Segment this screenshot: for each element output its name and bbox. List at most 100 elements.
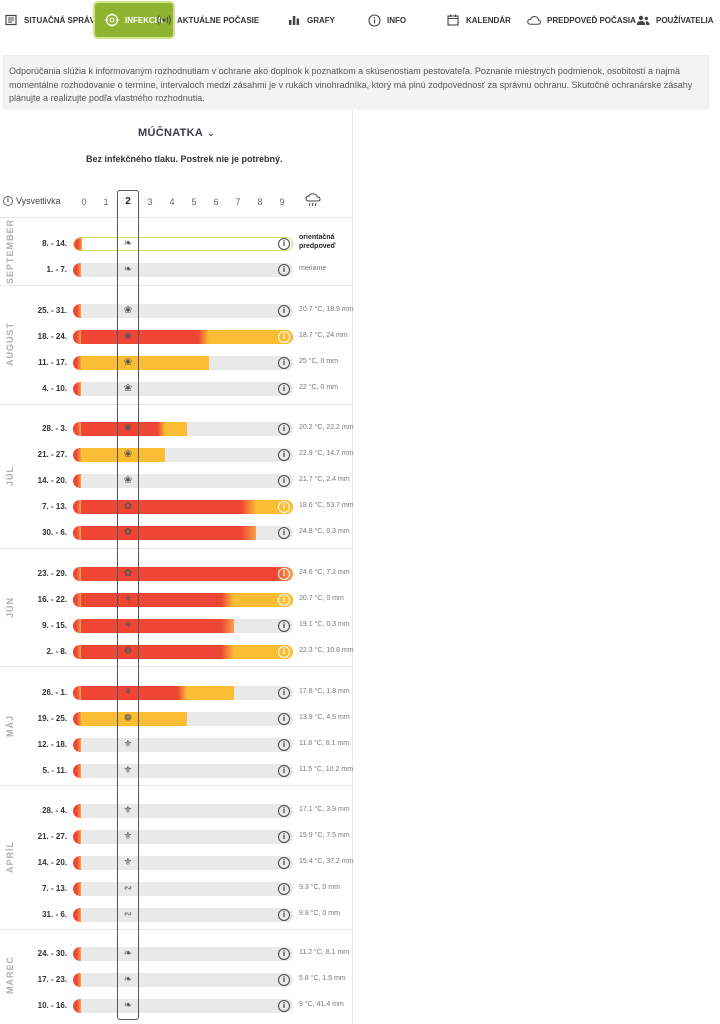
- infection-bar[interactable]: [73, 830, 293, 844]
- legend-label[interactable]: Vysvetlivka: [16, 196, 61, 206]
- nav-item-používatelia[interactable]: POUŽÍVATELIA: [636, 0, 713, 40]
- scale-level-8[interactable]: 8: [257, 197, 263, 207]
- infection-bar[interactable]: [73, 645, 293, 659]
- info-icon[interactable]: i: [278, 527, 290, 539]
- week-label: 7. - 13.: [42, 502, 67, 511]
- info-icon[interactable]: i: [278, 909, 290, 921]
- infection-bar[interactable]: [73, 856, 293, 870]
- infection-bar[interactable]: [73, 804, 293, 818]
- scale-level-7[interactable]: 7: [235, 197, 241, 207]
- info-icon[interactable]: i: [278, 805, 290, 817]
- scale-level-9[interactable]: 9: [279, 197, 285, 207]
- infection-bar[interactable]: [73, 474, 293, 488]
- nav-item-aktuálne-počasie[interactable]: AKTUÁLNE POČASIE: [157, 0, 259, 40]
- infection-bar[interactable]: [73, 712, 293, 726]
- scale-level-1[interactable]: 1: [103, 197, 109, 207]
- scale-level-0[interactable]: 0: [81, 197, 87, 207]
- shoot-icon: ⚘: [123, 687, 133, 698]
- info-icon[interactable]: i: [278, 264, 290, 276]
- nav-item-info[interactable]: INFO: [367, 0, 406, 40]
- infection-bar[interactable]: [73, 422, 293, 436]
- info-icon[interactable]: i: [278, 423, 290, 435]
- info-icon[interactable]: i: [278, 857, 290, 869]
- infection-bar[interactable]: [73, 500, 293, 514]
- disclaimer-notice: Odporúčania slúžia k informovaným rozhod…: [3, 55, 709, 109]
- nav-item-predpoveď-počasia[interactable]: PREDPOVEĎ POČASIA: [527, 0, 636, 40]
- info-icon[interactable]: i: [278, 383, 290, 395]
- infection-bar[interactable]: [73, 356, 293, 370]
- chevron-down-icon[interactable]: ⌄: [207, 128, 215, 138]
- infection-bar-cap: [73, 619, 81, 633]
- info-icon[interactable]: i: [278, 305, 290, 317]
- infection-bar[interactable]: [73, 999, 293, 1013]
- infection-bar[interactable]: [73, 330, 293, 344]
- info-icon[interactable]: i: [278, 475, 290, 487]
- info-icon[interactable]: i: [278, 620, 290, 632]
- grape-icon: ❀: [123, 357, 133, 368]
- infection-bar[interactable]: [73, 738, 293, 752]
- nav-item-kalendár[interactable]: KALENDÁR: [446, 0, 511, 40]
- infection-bar[interactable]: [73, 619, 293, 633]
- week-label: 12. - 18.: [37, 740, 67, 749]
- scale-level-5[interactable]: 5: [191, 197, 197, 207]
- info-icon[interactable]: i: [278, 1000, 290, 1012]
- info-icon[interactable]: i: [278, 883, 290, 895]
- info-icon[interactable]: i: [278, 594, 290, 606]
- infection-bar[interactable]: [73, 448, 293, 462]
- disease-name[interactable]: MÚČNATKA: [138, 127, 204, 139]
- infection-bar[interactable]: [73, 908, 293, 922]
- info-icon[interactable]: i: [278, 831, 290, 843]
- infection-bar[interactable]: [73, 764, 293, 778]
- week-label: 28. - 3.: [42, 424, 67, 433]
- nav-item-grafy[interactable]: GRAFY: [287, 0, 335, 40]
- infection-bar[interactable]: [73, 593, 293, 607]
- newspaper-icon: [4, 13, 18, 27]
- info-icon[interactable]: i: [278, 646, 290, 658]
- infection-bar[interactable]: [73, 567, 293, 581]
- week-row: 7. - 13. i ✿ 18.6 °C, 53.7 mm: [0, 500, 380, 514]
- info-icon[interactable]: i: [278, 501, 290, 513]
- infection-bar[interactable]: [73, 973, 293, 987]
- scale-level-3[interactable]: 3: [147, 197, 153, 207]
- info-icon[interactable]: i: [278, 974, 290, 986]
- nav-item-situačná-správa[interactable]: SITUAČNÁ SPRÁVA: [4, 0, 100, 40]
- infection-bar-cap: [73, 738, 81, 752]
- info-icon[interactable]: i: [278, 331, 290, 343]
- info-icon[interactable]: i: [278, 739, 290, 751]
- info-icon[interactable]: i: [278, 765, 290, 777]
- week-label: 30. - 6.: [42, 528, 67, 537]
- infection-bar-cap: [73, 330, 81, 344]
- info-icon[interactable]: i: [278, 357, 290, 369]
- info-icon[interactable]: i: [278, 568, 290, 580]
- scale-level-2[interactable]: 2: [125, 196, 131, 207]
- info-icon[interactable]: i: [278, 449, 290, 461]
- week-label: 17. - 23.: [37, 975, 67, 984]
- week-row: 5. - 11. i ⚜ 11.5 °C, 10.2 mm: [0, 764, 380, 778]
- cluster-icon: ❀: [123, 449, 133, 460]
- info-icon[interactable]: i: [3, 196, 13, 206]
- flower-icon: ✿: [123, 527, 133, 538]
- legend-button[interactable]: i Vysvetlivka: [3, 196, 61, 206]
- info-icon[interactable]: i: [278, 948, 290, 960]
- infection-bar[interactable]: [73, 237, 293, 251]
- cloud-icon: [527, 13, 541, 27]
- info-icon[interactable]: i: [278, 238, 290, 250]
- infection-bar[interactable]: [73, 947, 293, 961]
- week-row: 9. - 15. i ⚘ 19.1 °C, 0.3 mm: [0, 619, 380, 633]
- info-icon[interactable]: i: [278, 687, 290, 699]
- week-label: 14. - 20.: [37, 476, 67, 485]
- month-divider: [0, 217, 352, 218]
- scale-level-4[interactable]: 4: [169, 197, 175, 207]
- infection-bar[interactable]: [73, 686, 293, 700]
- infection-bar[interactable]: [73, 263, 293, 277]
- infection-bar[interactable]: [73, 304, 293, 318]
- week-label: 26. - 1.: [42, 688, 67, 697]
- infection-bar-red: [73, 567, 293, 581]
- scale-level-6[interactable]: 6: [213, 197, 219, 207]
- infection-bar[interactable]: [73, 382, 293, 396]
- infection-bar[interactable]: [73, 526, 293, 540]
- infection-bar[interactable]: [73, 882, 293, 896]
- weather-summary: 24.8 °C, 0.3 mm: [299, 528, 350, 535]
- disease-selector[interactable]: MÚČNATKA ⌄: [138, 127, 215, 139]
- info-icon[interactable]: i: [278, 713, 290, 725]
